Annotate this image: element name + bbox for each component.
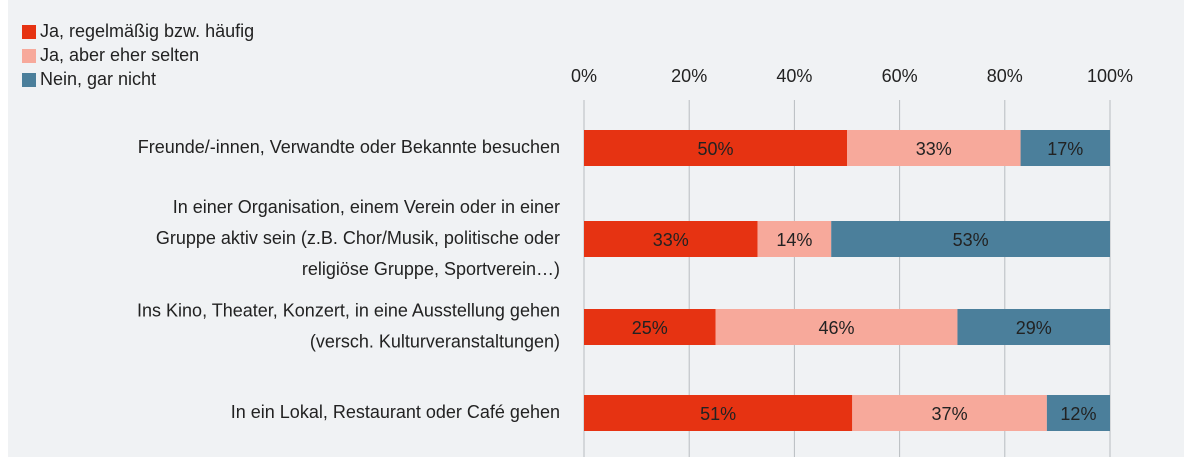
legend-label: Ja, regelmäßig bzw. häufig (40, 21, 254, 41)
legend-swatch (22, 25, 36, 39)
legend-label: Ja, aber eher selten (40, 45, 199, 65)
category-label: religiöse Gruppe, Sportverein…) (302, 259, 560, 279)
bar-segment (1020, 130, 1110, 166)
value-label: 29% (1016, 318, 1052, 338)
value-label: 33% (653, 230, 689, 250)
bar-segment (831, 221, 1110, 257)
x-tick-label: 0% (571, 66, 597, 86)
category-label: Ins Kino, Theater, Konzert, in eine Auss… (137, 300, 560, 320)
category-label: In einer Organisation, einem Verein oder… (173, 197, 560, 217)
value-label: 25% (632, 318, 668, 338)
category-label: Gruppe aktiv sein (z.B. Chor/Musik, poli… (156, 228, 560, 248)
value-label: 14% (776, 230, 812, 250)
category-label: Freunde/-innen, Verwandte oder Bekannte … (138, 137, 560, 157)
value-label: 12% (1060, 404, 1096, 424)
bar-segment (847, 130, 1021, 166)
value-label: 53% (953, 230, 989, 250)
bar-segment (852, 395, 1047, 431)
value-label: 17% (1047, 139, 1083, 159)
x-tick-label: 100% (1087, 66, 1133, 86)
category-label: In ein Lokal, Restaurant oder Café gehen (231, 402, 560, 422)
bar-segment (584, 395, 853, 431)
value-label: 46% (818, 318, 854, 338)
bar-segment (584, 309, 716, 345)
legend-swatch (22, 73, 36, 87)
value-label: 50% (697, 139, 733, 159)
bar-segment (957, 309, 1110, 345)
x-tick-label: 40% (776, 66, 812, 86)
bar-segment (584, 221, 758, 257)
value-label: 51% (700, 404, 736, 424)
bar-segment (757, 221, 832, 257)
x-tick-label: 80% (987, 66, 1023, 86)
category-label: (versch. Kulturveranstaltungen) (310, 331, 560, 351)
legend-swatch (22, 49, 36, 63)
value-label: 37% (932, 404, 968, 424)
x-tick-label: 20% (671, 66, 707, 86)
bar-segment (584, 130, 847, 166)
bar-segment (1046, 395, 1110, 431)
value-label: 33% (916, 139, 952, 159)
bar-segment (715, 309, 958, 345)
x-tick-label: 60% (882, 66, 918, 86)
legend-label: Nein, gar nicht (40, 69, 156, 89)
